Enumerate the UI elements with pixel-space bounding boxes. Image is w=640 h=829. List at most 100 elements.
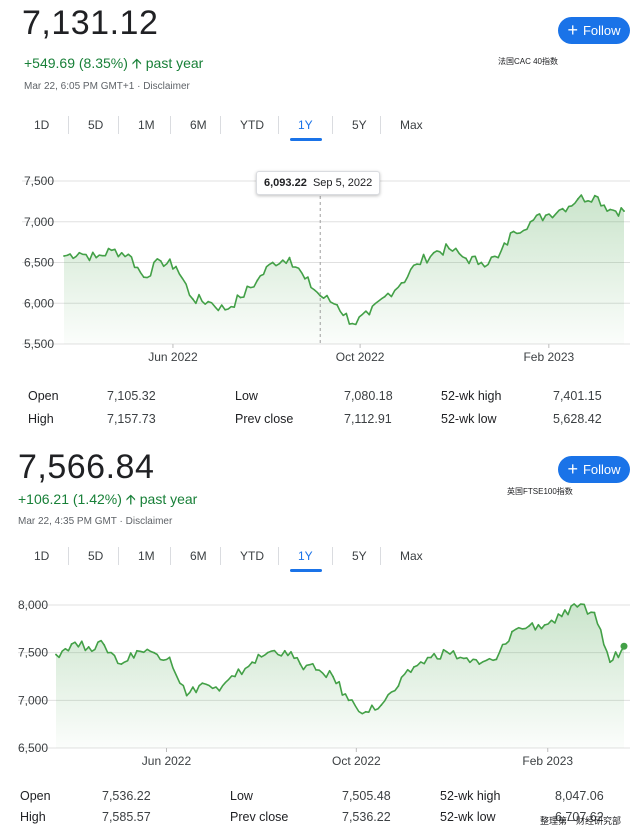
data-point [609,208,612,211]
wk52-low-value: 5,628.42 [553,412,602,426]
wk52-high-label: 52-wk high [441,389,502,403]
tab-6m[interactable]: 6M [190,549,207,563]
plus-icon: + [567,19,578,40]
tooltip-value: 6,093.22 [264,177,307,189]
data-point [593,611,596,614]
data-point [168,656,171,659]
follow-label: Follow [582,462,621,477]
data-point [400,281,403,284]
open-value: 7,536.22 [102,789,151,803]
y-tick-label: 7,500 [18,646,48,660]
x-tick-label: Feb 2023 [522,754,573,768]
tab-1d[interactable]: 1D [34,118,50,132]
wk52-low-label: 52-wk low [440,810,496,824]
data-point [623,210,625,212]
tab-1y[interactable]: 1Y [298,118,313,132]
data-point [239,296,242,299]
open-label: Open [20,789,51,803]
data-point [319,294,322,297]
data-point [380,704,383,706]
chart-tooltip: 6,093.22 Sep 5, 2022 [256,171,381,195]
high-label: High [20,810,46,824]
timestamp-disclaimer[interactable]: Mar 22, 6:05 PM GMT+1 · Disclaimer [24,81,190,92]
active-tab-indicator [290,138,322,141]
data-point [191,298,194,301]
data-point [448,247,450,250]
wk52-high-label: 52-wk high [440,789,501,803]
data-point [561,207,564,210]
data-point [159,259,162,262]
data-point [347,699,350,702]
data-point [266,651,269,654]
data-point [512,230,515,233]
y-tick-label: 6,500 [24,256,54,270]
data-point [465,257,467,260]
tab-1d[interactable]: 1D [34,549,50,563]
data-point [103,644,106,646]
tooltip-date: Sep 5, 2022 [312,177,373,189]
x-tick-label: Feb 2023 [523,350,574,364]
tab-max[interactable]: Max [400,549,423,563]
data-point [127,253,130,256]
data-point [560,615,563,618]
data-point [544,214,547,217]
data-point [511,630,513,633]
data-point [497,256,500,259]
data-point [351,322,354,325]
prev-close-label: Prev close [230,810,289,824]
tab-max[interactable]: Max [400,118,423,132]
open-value: 7,105.32 [107,389,156,403]
data-point [364,710,367,713]
data-point [336,303,338,306]
current-price: 7,131.12 [22,4,159,42]
high-label: High [28,412,54,426]
change-period: past year [145,55,204,71]
change-period: past year [139,491,198,507]
data-point [95,256,98,259]
follow-button[interactable]: + Follow [558,456,630,483]
footer-note: 整理第一财经研究部 [540,816,622,826]
price-chart[interactable]: 7,500 7,000 6,500 6,000 5,500 Jun 2022 Oct 202… [0,160,640,370]
low-label: Low [230,789,253,803]
x-tick-label: Oct 2022 [336,350,385,364]
tab-5y[interactable]: 5Y [352,549,367,563]
prev-close-value: 7,112.91 [344,412,392,426]
data-point [142,276,145,279]
follow-label: Follow [582,23,621,38]
tab-6m[interactable]: 6M [190,118,207,132]
tab-ytd[interactable]: YTD [240,118,264,132]
timestamp-disclaimer[interactable]: Mar 22, 4:35 PM GMT · Disclaimer [18,516,173,527]
data-point [55,653,57,656]
prev-close-label: Prev close [235,412,294,426]
data-point [478,663,481,666]
data-point [445,650,448,653]
data-point [185,694,188,697]
tab-1y[interactable]: 1Y [298,549,313,563]
tab-separator [68,547,69,565]
data-point [63,255,65,257]
current-price: 7,566.84 [18,448,155,486]
change-value: +549.69 (8.35%) [24,55,128,71]
tab-separator [332,547,333,565]
data-point [397,685,400,687]
price-chart[interactable]: 8,000 7,500 7,000 6,500 Jun 2022 Oct 2022 Feb … [0,590,640,770]
tab-ytd[interactable]: YTD [240,549,264,563]
tab-separator [170,116,171,134]
tab-1m[interactable]: 1M [138,118,155,132]
data-point [577,198,579,200]
data-point [543,624,546,626]
high-value: 7,585.57 [102,810,151,824]
tab-separator [118,547,119,565]
prev-close-value: 7,536.22 [342,810,391,824]
tab-5y[interactable]: 5Y [352,118,367,132]
tab-separator [220,547,221,565]
follow-button[interactable]: + Follow [558,17,630,44]
data-point [251,661,253,664]
tab-5d[interactable]: 5D [88,549,104,563]
series-line [55,603,625,715]
tab-1m[interactable]: 1M [138,549,155,563]
data-point [153,651,155,654]
tab-5d[interactable]: 5D [88,118,104,132]
tab-separator [380,116,381,134]
data-point [528,625,530,627]
